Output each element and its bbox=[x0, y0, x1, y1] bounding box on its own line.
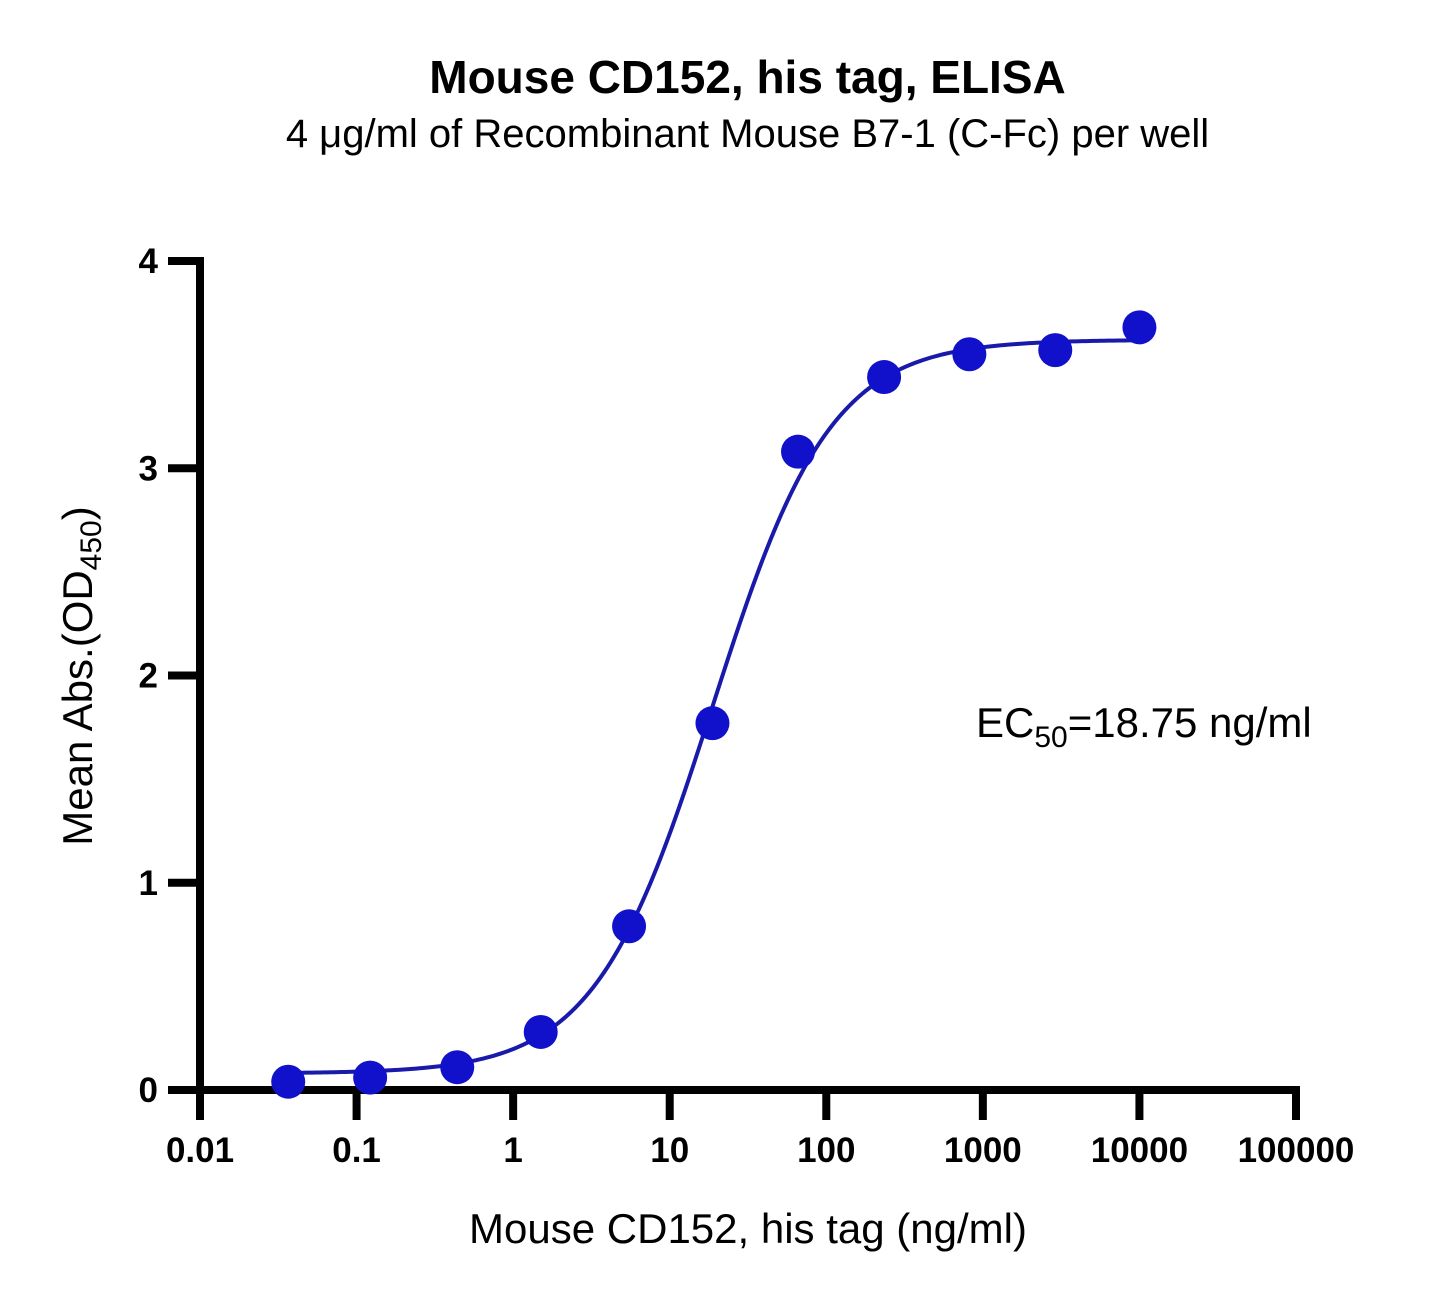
x-tick-label: 1 bbox=[503, 1131, 522, 1170]
data-point bbox=[271, 1064, 306, 1099]
data-point bbox=[867, 360, 902, 395]
data-point bbox=[612, 909, 647, 944]
x-ticks: 0.01 0.1 1 10 100 1000 10000 100000 bbox=[166, 1090, 1354, 1170]
axes bbox=[196, 257, 1300, 1094]
data-points bbox=[271, 310, 1157, 1099]
y-tick-label: 1 bbox=[139, 864, 158, 903]
x-tick-label: 0.01 bbox=[166, 1131, 234, 1170]
data-point bbox=[523, 1014, 558, 1049]
ec50-annotation-rest: =18.75 ng/ml bbox=[1068, 699, 1312, 746]
y-axis-label-subscript: 450 bbox=[75, 520, 108, 570]
y-axis-label-main: Mean Abs.(OD bbox=[54, 570, 101, 845]
data-point bbox=[440, 1050, 475, 1085]
chart-subtitle: 4 μg/ml of Recombinant Mouse B7-1 (C-Fc)… bbox=[285, 112, 1210, 156]
data-point bbox=[781, 434, 816, 469]
data-point bbox=[1122, 310, 1157, 345]
x-tick-label: 1000 bbox=[944, 1131, 1022, 1170]
data-point bbox=[952, 337, 987, 372]
ec50-annotation-subscript: 50 bbox=[1034, 721, 1067, 754]
chart-title: Mouse CD152, his tag, ELISA bbox=[429, 51, 1066, 103]
x-tick-label: 10 bbox=[650, 1131, 689, 1170]
ec50-annotation: EC50=18.75 ng/ml bbox=[976, 699, 1312, 754]
data-point bbox=[695, 706, 730, 741]
y-tick-label: 0 bbox=[139, 1071, 158, 1110]
data-point bbox=[353, 1060, 388, 1095]
y-tick-label: 3 bbox=[139, 449, 158, 488]
data-point bbox=[1038, 333, 1073, 368]
y-tick-label: 2 bbox=[139, 657, 158, 696]
x-tick-label: 100000 bbox=[1238, 1131, 1355, 1170]
y-tick-label: 4 bbox=[139, 242, 159, 281]
y-axis-label-close: ) bbox=[54, 506, 101, 520]
fit-curve bbox=[288, 338, 1140, 1075]
x-tick-label: 100 bbox=[797, 1131, 855, 1170]
x-tick-label: 10000 bbox=[1091, 1131, 1188, 1170]
x-axis-label: Mouse CD152, his tag (ng/ml) bbox=[469, 1205, 1027, 1252]
ec50-annotation-main: EC bbox=[976, 699, 1034, 746]
y-ticks: 0 1 2 3 4 bbox=[139, 242, 200, 1110]
y-axis-label: Mean Abs.(OD450) bbox=[54, 506, 108, 846]
x-tick-label: 0.1 bbox=[332, 1131, 381, 1170]
